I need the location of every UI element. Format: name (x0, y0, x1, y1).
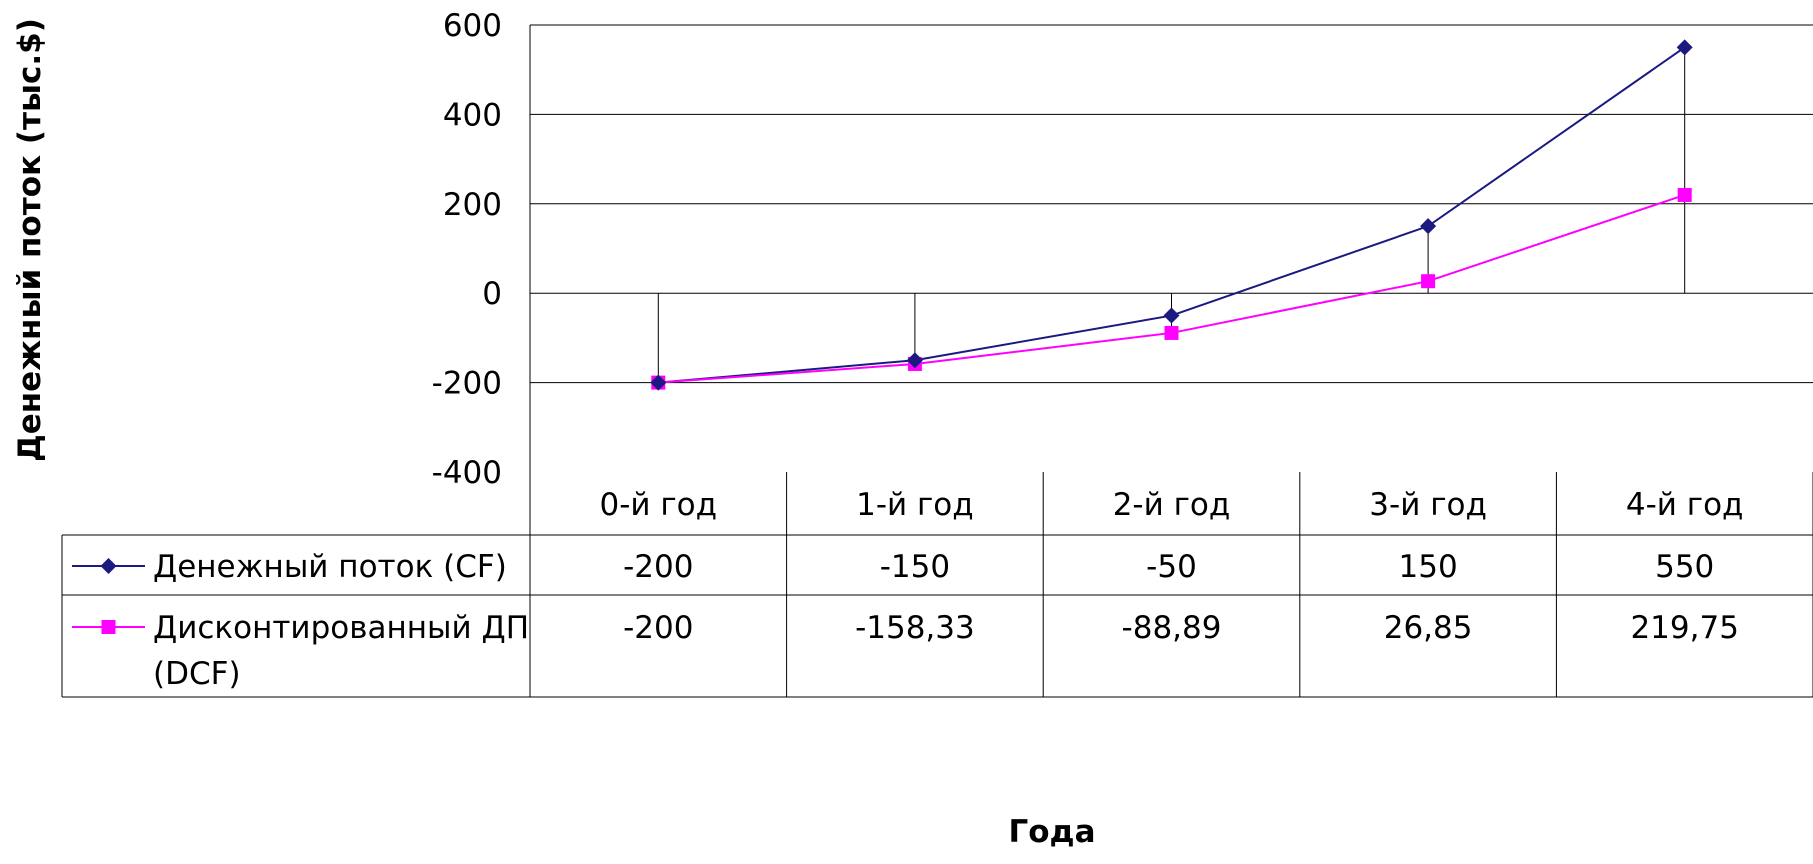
legend-label: Дисконтированный ДП (153, 610, 529, 646)
data-point (1164, 325, 1179, 340)
x-tick-label: 3-й год (1369, 487, 1487, 523)
legend-label: (DCF) (153, 656, 241, 692)
data-point (1420, 218, 1437, 235)
data-point (1677, 187, 1692, 202)
legend-key-marker (101, 620, 116, 634)
y-tick-label: 400 (443, 97, 502, 133)
table-value: 150 (1399, 549, 1458, 585)
legend-key-marker (100, 558, 117, 574)
data-point (650, 374, 667, 391)
data-table: 0-й год 1-й год 2-й год 3-й год 4-й год Денеж… (61, 472, 1813, 698)
x-tick-label: 2-й год (1113, 487, 1231, 523)
table-value: 219,75 (1630, 610, 1738, 646)
table-value: 550 (1655, 549, 1714, 585)
legend-label: Денежный поток (CF) (153, 549, 507, 585)
y-tick-label: 0 (482, 276, 502, 312)
y-tick-label: 600 (443, 8, 502, 44)
y-axis-ticks: 600 400 200 0 -200 -400 (432, 8, 502, 491)
y-tick-label: 200 (443, 187, 502, 223)
table-value: -200 (623, 549, 693, 585)
data-point (906, 352, 923, 369)
table-value: -150 (880, 549, 950, 585)
x-tick-label: 0-й год (599, 487, 717, 523)
y-axis-title: Денежный поток (тыс.$) (12, 18, 48, 462)
x-axis-title: Года (1008, 814, 1095, 850)
table-value: 26,85 (1384, 610, 1473, 646)
table-value: -158,33 (855, 610, 975, 646)
y-tick-label: -400 (432, 455, 502, 491)
series-line (658, 194, 1686, 384)
data-point (1163, 307, 1180, 324)
table-value: -50 (1146, 549, 1197, 585)
data-point (1676, 39, 1693, 56)
x-tick-label: 1-й год (856, 487, 974, 523)
table-value: -88,89 (1122, 610, 1222, 646)
table-value: -200 (623, 610, 693, 646)
x-tick-label: 4-й год (1626, 487, 1744, 523)
gridlines (529, 24, 1813, 472)
data-point (1421, 274, 1436, 289)
series-layer (650, 39, 1693, 391)
y-tick-label: -200 (432, 366, 502, 402)
